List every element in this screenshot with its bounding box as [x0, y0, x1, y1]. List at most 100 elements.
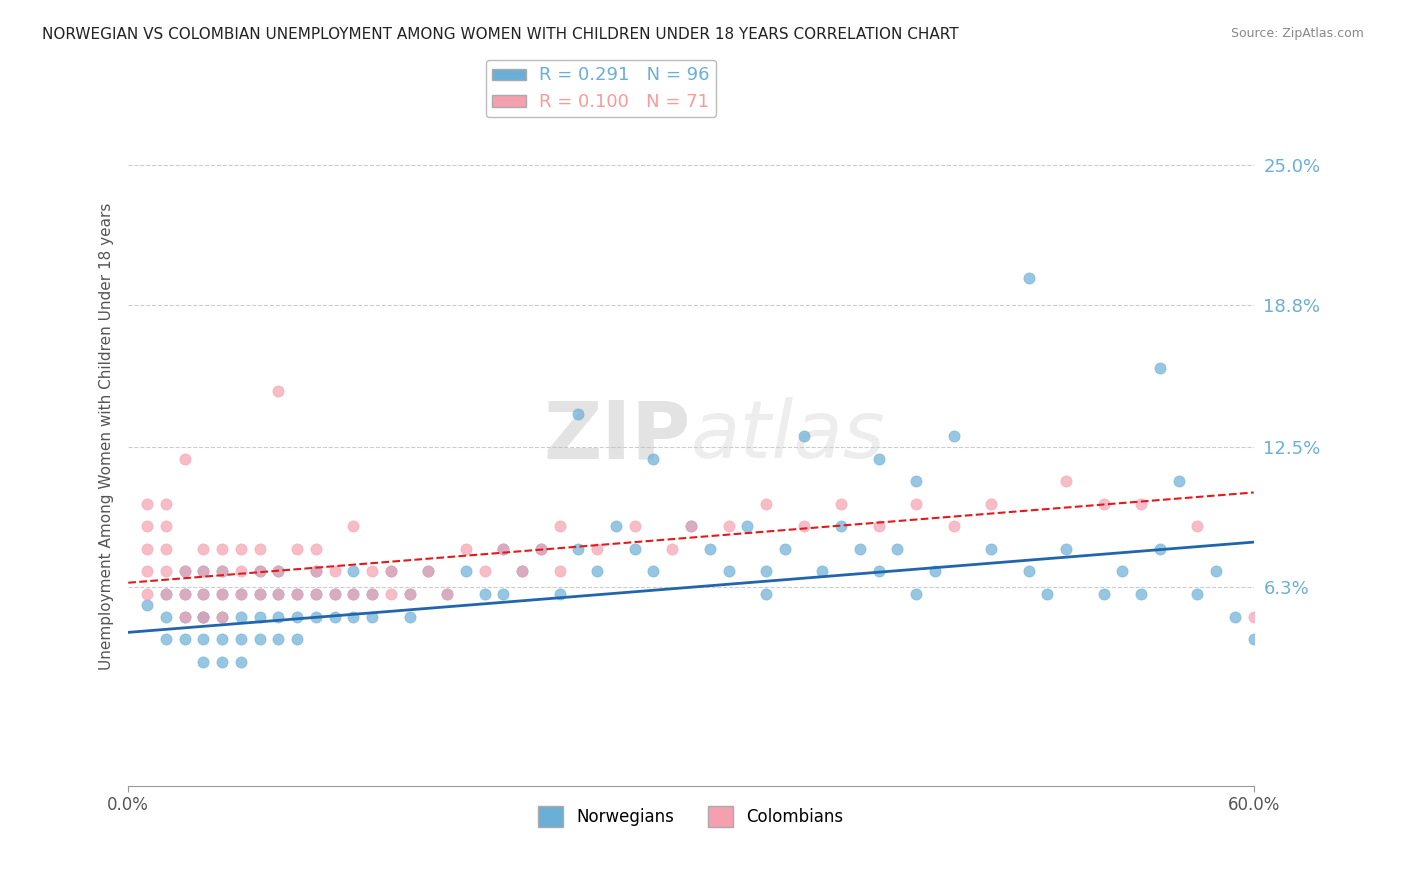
- Point: [229, 632, 252, 647]
- Point: [1018, 271, 1040, 285]
- Point: [249, 541, 271, 556]
- Point: [1149, 361, 1171, 376]
- Point: [155, 587, 177, 601]
- Point: [229, 565, 252, 579]
- Point: [474, 587, 496, 601]
- Point: [211, 609, 233, 624]
- Point: [492, 541, 515, 556]
- Point: [193, 541, 215, 556]
- Point: [1187, 587, 1209, 601]
- Point: [211, 655, 233, 669]
- Point: [136, 599, 159, 613]
- Point: [1223, 609, 1246, 624]
- Point: [285, 632, 308, 647]
- Point: [717, 565, 740, 579]
- Point: [136, 587, 159, 601]
- Point: [454, 565, 477, 579]
- Point: [211, 541, 233, 556]
- Point: [155, 519, 177, 533]
- Point: [211, 632, 233, 647]
- Point: [361, 587, 384, 601]
- Point: [793, 429, 815, 443]
- Point: [249, 587, 271, 601]
- Point: [361, 587, 384, 601]
- Point: [980, 541, 1002, 556]
- Point: [285, 587, 308, 601]
- Legend: Norwegians, Colombians: Norwegians, Colombians: [531, 800, 851, 833]
- Point: [474, 565, 496, 579]
- Point: [735, 519, 758, 533]
- Point: [548, 587, 571, 601]
- Point: [305, 565, 328, 579]
- Point: [136, 541, 159, 556]
- Point: [249, 587, 271, 601]
- Point: [155, 497, 177, 511]
- Point: [193, 565, 215, 579]
- Point: [193, 609, 215, 624]
- Point: [305, 609, 328, 624]
- Point: [229, 587, 252, 601]
- Point: [418, 565, 440, 579]
- Point: [342, 587, 364, 601]
- Point: [342, 565, 364, 579]
- Point: [323, 565, 346, 579]
- Point: [436, 587, 458, 601]
- Point: [229, 609, 252, 624]
- Point: [193, 565, 215, 579]
- Point: [1092, 497, 1115, 511]
- Point: [193, 655, 215, 669]
- Point: [1018, 565, 1040, 579]
- Point: [773, 541, 796, 556]
- Point: [249, 565, 271, 579]
- Point: [567, 541, 589, 556]
- Text: atlas: atlas: [690, 397, 886, 475]
- Point: [623, 519, 645, 533]
- Point: [267, 587, 290, 601]
- Point: [661, 541, 683, 556]
- Point: [1130, 587, 1153, 601]
- Point: [868, 451, 890, 466]
- Point: [418, 565, 440, 579]
- Point: [924, 565, 946, 579]
- Point: [267, 609, 290, 624]
- Point: [193, 587, 215, 601]
- Text: ZIP: ZIP: [544, 397, 690, 475]
- Point: [305, 587, 328, 601]
- Point: [942, 429, 965, 443]
- Point: [342, 609, 364, 624]
- Point: [173, 565, 195, 579]
- Point: [267, 384, 290, 398]
- Point: [155, 632, 177, 647]
- Point: [305, 565, 328, 579]
- Point: [398, 587, 420, 601]
- Point: [342, 519, 364, 533]
- Text: Source: ZipAtlas.com: Source: ZipAtlas.com: [1230, 27, 1364, 40]
- Point: [793, 519, 815, 533]
- Point: [211, 587, 233, 601]
- Point: [380, 565, 402, 579]
- Point: [699, 541, 721, 556]
- Point: [193, 609, 215, 624]
- Point: [830, 497, 852, 511]
- Point: [811, 565, 834, 579]
- Point: [1092, 587, 1115, 601]
- Point: [155, 609, 177, 624]
- Point: [1167, 474, 1189, 488]
- Point: [155, 565, 177, 579]
- Point: [249, 565, 271, 579]
- Point: [361, 565, 384, 579]
- Point: [193, 587, 215, 601]
- Point: [510, 565, 533, 579]
- Point: [229, 587, 252, 601]
- Point: [323, 587, 346, 601]
- Point: [1205, 565, 1227, 579]
- Point: [229, 655, 252, 669]
- Point: [380, 565, 402, 579]
- Point: [868, 565, 890, 579]
- Point: [717, 519, 740, 533]
- Point: [211, 565, 233, 579]
- Point: [1111, 565, 1133, 579]
- Y-axis label: Unemployment Among Women with Children Under 18 years: Unemployment Among Women with Children U…: [100, 202, 114, 670]
- Point: [643, 565, 665, 579]
- Point: [285, 609, 308, 624]
